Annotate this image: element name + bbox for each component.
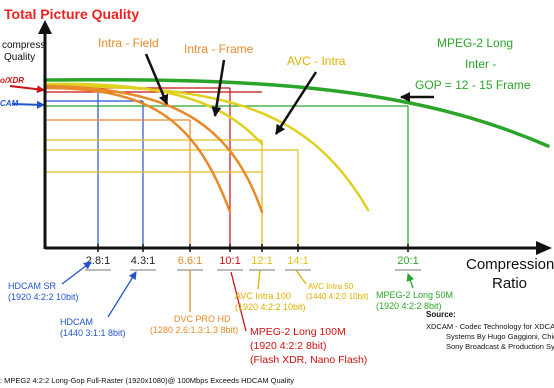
label-avc-intra-50: AVC Intra 50 (1440 4:2:0 10bit) — [306, 282, 369, 301]
y-axis-label-line: Quality — [4, 52, 35, 63]
label-mpeg2-100m-line: (1920 4:2:2 8bit) — [250, 340, 326, 352]
label-mpeg2-100m-arrow — [230, 271, 247, 332]
label-avc-intra-50-line: AVC Intra 50 — [308, 282, 354, 291]
x-tick-label: 10:1 — [219, 255, 240, 267]
label-mpeg2-50m-line: MPEG-2 Long 50M — [376, 290, 453, 300]
label-mpeg2-50m: MPEG-2 Long 50M (1920 4:2:2 8bit) — [376, 290, 456, 311]
label-mpeg2-100m: MPEG-2 Long 100M (1920 4:2:2 8bit) (Flas… — [250, 326, 367, 366]
label-dvcpro-hd-line: (1280 2.6:1.3:1.3 8bit) — [150, 325, 238, 335]
label-avc-intra-100-line: AVC Intra 100 — [235, 291, 291, 301]
label-avc-intra-100-line: (1920 4:2:2 10bit) — [235, 302, 306, 312]
y-axis-label: compress Quality — [2, 40, 48, 63]
x-ticks: 2.8:1 4.3:1 6.6:1 10:1 12:1 14:1 20:1 — [85, 244, 421, 271]
label-mpeg2-100m-line: MPEG-2 Long 100M — [250, 326, 346, 338]
annotation-mpeg2-long-line: GOP = 12 - 15 Frame — [415, 78, 531, 92]
left-marker-cam: CAM — [0, 99, 19, 108]
annotation-intra-frame-arrow — [211, 59, 226, 117]
label-avc-intra-100: AVC Intra 100 (1920 4:2:2 10bit) — [235, 291, 306, 312]
reference-lines — [45, 87, 409, 248]
label-dvcpro-hd: DVC PRO HD (1280 2.6:1.3:1.3 8bit) — [150, 314, 238, 335]
x-tick-label: 6.6:1 — [178, 255, 202, 267]
source-line: Systems By Hugo Gaggioni, Chief Tech — [446, 332, 554, 341]
x-axis-label: Compression Ratio — [466, 256, 554, 292]
label-avc-intra-100-arrow — [257, 269, 261, 290]
label-hdcam-sr-line: HDCAM SR — [8, 281, 57, 291]
annotation-avc-intra: AVC - Intra — [287, 54, 346, 68]
series-curve — [43, 86, 232, 214]
annotation-mpeg2-long-line: Inter - — [465, 57, 496, 71]
label-mpeg2-100m-line: (Flash XDR, Nano Flash) — [250, 354, 367, 366]
y-axis-arrowhead — [38, 20, 52, 34]
annotation-intra-frame: Intra - Frame — [184, 42, 254, 56]
label-mpeg2-50m-line: (1920 4:2:2 8bit) — [376, 301, 442, 311]
label-hdcam-line: HDCAM — [60, 317, 93, 327]
x-axis-label-line: Compression — [466, 256, 554, 273]
source-line: Sony Broadcast & Production Systems I — [446, 342, 554, 351]
left-marker-xdr-arrow — [9, 85, 45, 94]
label-hdcam-sr-line: (1920 4:2:2 10bit) — [8, 292, 79, 302]
x-tick-label: 20:1 — [397, 255, 418, 267]
source-text: XDCAM - Codec Technology for XDCAM Tapel… — [426, 322, 554, 351]
label-hdcam-sr: HDCAM SR (1920 4:2:2 10bit) — [8, 281, 79, 302]
source-line: XDCAM - Codec Technology for XDCAM Tapel… — [426, 322, 554, 331]
x-tick-label: 2.8:1 — [86, 255, 110, 267]
y-axis-label-line: compress — [2, 40, 45, 51]
series-curve — [43, 77, 550, 148]
label-hdcam-sr-arrow — [61, 261, 92, 285]
annotation-intra-field: Intra - Field — [98, 36, 159, 50]
chart-title: Total Picture Quality — [4, 6, 139, 22]
footnote: : MPEG2 4:2:2 Long-Gop Full-Raster (1920… — [0, 376, 294, 385]
label-hdcam: HDCAM (1440 3:1:1 8bit) — [60, 317, 126, 338]
annotation-mpeg2-long: MPEG-2 Long Inter - GOP = 12 - 15 Frame — [415, 36, 531, 92]
label-dvcpro-hd-line: DVC PRO HD — [174, 314, 231, 324]
series-curve — [43, 84, 264, 214]
label-mpeg2-50m-arrow — [406, 273, 415, 289]
label-hdcam-line: (1440 3:1:1 8bit) — [60, 328, 126, 338]
x-tick-label: 12:1 — [251, 255, 272, 267]
x-axis-arrowhead — [536, 241, 552, 255]
annotation-avc-intra-arrow — [274, 71, 318, 135]
x-axis-label-line: Ratio — [492, 275, 527, 292]
left-marker-cam-arrow — [11, 100, 45, 109]
label-avc-intra-50-line: (1440 4:2:0 10bit) — [306, 292, 369, 301]
series-curve — [43, 82, 264, 146]
series-curve — [43, 84, 370, 212]
annotation-mpeg2-long-line: MPEG-2 Long — [437, 36, 513, 50]
quality-curves — [43, 77, 550, 214]
label-hdcam-arrow — [107, 271, 137, 318]
x-tick-label: 4.3:1 — [131, 255, 155, 267]
label-avc-intra-50-arrow — [295, 269, 307, 285]
x-tick-label: 14:1 — [287, 255, 308, 267]
source-title: Source: — [426, 310, 456, 319]
left-marker-xdr: o/XDR — [0, 76, 24, 85]
annotation-intra-field-arrow — [144, 53, 169, 105]
